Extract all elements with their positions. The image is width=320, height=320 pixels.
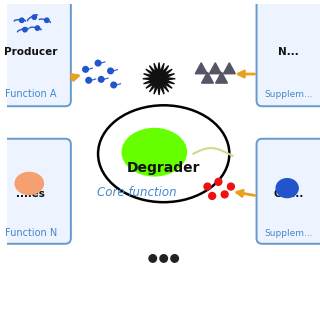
Polygon shape xyxy=(195,63,207,74)
FancyBboxPatch shape xyxy=(257,139,320,244)
Text: N...: N... xyxy=(278,47,299,57)
Circle shape xyxy=(209,193,216,199)
Polygon shape xyxy=(202,72,213,83)
Ellipse shape xyxy=(14,172,44,195)
Polygon shape xyxy=(223,63,235,74)
Circle shape xyxy=(86,77,92,83)
Polygon shape xyxy=(143,62,175,95)
Circle shape xyxy=(35,26,40,30)
Circle shape xyxy=(23,28,27,32)
Circle shape xyxy=(83,67,88,72)
Text: Supplem...: Supplem... xyxy=(264,229,313,238)
FancyBboxPatch shape xyxy=(0,139,71,244)
Circle shape xyxy=(44,18,49,22)
Circle shape xyxy=(98,76,104,82)
Ellipse shape xyxy=(98,105,229,202)
FancyBboxPatch shape xyxy=(257,0,320,106)
Circle shape xyxy=(149,255,156,262)
Ellipse shape xyxy=(276,178,299,198)
Text: ...ies: ...ies xyxy=(16,189,45,199)
Circle shape xyxy=(32,15,36,19)
Ellipse shape xyxy=(122,128,187,177)
Circle shape xyxy=(171,255,178,262)
Circle shape xyxy=(111,82,116,88)
Polygon shape xyxy=(209,63,221,74)
Text: Producer: Producer xyxy=(4,47,58,57)
Text: Degrader: Degrader xyxy=(127,161,200,175)
Circle shape xyxy=(108,68,113,74)
Text: Supplem...: Supplem... xyxy=(264,90,313,99)
Circle shape xyxy=(204,183,211,190)
Polygon shape xyxy=(216,72,228,83)
Circle shape xyxy=(215,179,222,185)
Text: Car...: Car... xyxy=(274,189,304,199)
Circle shape xyxy=(160,255,167,262)
FancyBboxPatch shape xyxy=(0,0,71,106)
Circle shape xyxy=(221,191,228,198)
Text: Core function: Core function xyxy=(97,186,177,199)
Text: Function A: Function A xyxy=(5,89,57,99)
Circle shape xyxy=(95,60,101,66)
Text: Function N: Function N xyxy=(5,228,57,238)
Circle shape xyxy=(228,183,234,190)
Circle shape xyxy=(20,18,24,22)
